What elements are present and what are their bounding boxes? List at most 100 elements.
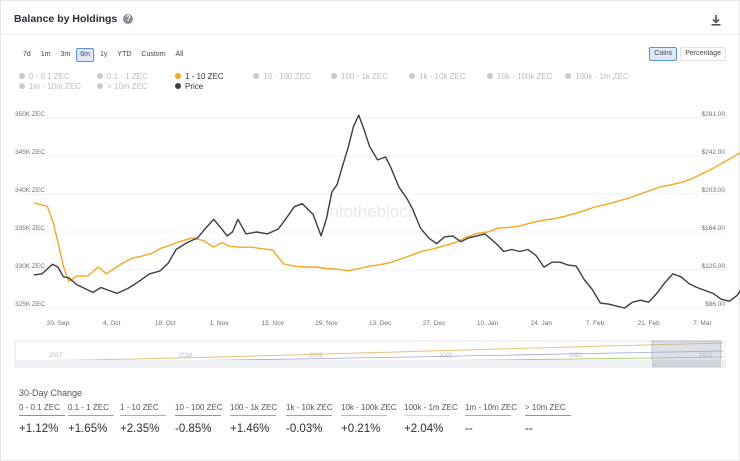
x-tick-label: 4. Oct — [103, 320, 121, 327]
navigator-year-label: 2018 — [179, 353, 193, 359]
x-tick-label: 13. Dec — [369, 320, 392, 327]
change-item-100k-1m-zec: 100k - 1m ZEC +2.04% — [404, 403, 458, 435]
mode-toggle: Coins Percentage — [649, 47, 726, 61]
change-item-100-1k-zec: 100 - 1k ZEC +1.46% — [230, 403, 277, 435]
range-button-1m[interactable]: 1m — [40, 51, 51, 58]
change-label: 10 - 100 ZEC — [175, 403, 223, 416]
range-button-3m[interactable]: 3m — [60, 51, 71, 58]
x-tick-label: 18. Oct — [155, 320, 176, 327]
change-value: +1.12% — [19, 423, 59, 435]
y-left-tick-label: 350K ZEC — [15, 111, 45, 118]
change-item-0-1-1-zec: 0.1 - 1 ZEC +1.65% — [68, 403, 114, 435]
legend-item-100k-1m-zec[interactable]: 100k - 1m ZEC — [565, 72, 629, 81]
watermark: intotheblock — [326, 202, 417, 221]
legend-item-10-100-zec[interactable]: 10 - 100 ZEC — [253, 72, 311, 81]
change-item-10m-zec: > 10m ZEC -- — [525, 403, 571, 435]
y-right-tick-label: $203.00 — [702, 187, 726, 194]
navigator-year-label: 2021 — [569, 353, 583, 359]
y-right-tick-label: $164.00 — [702, 225, 726, 232]
legend-item-0-0-1-zec[interactable]: 0 - 0.1 ZEC — [19, 72, 70, 81]
x-tick-label: 24. Jan — [531, 320, 553, 327]
legend-dot-icon — [175, 83, 181, 89]
legend-label: Price — [185, 82, 204, 91]
y-right-tick-label: $242.00 — [702, 149, 726, 156]
x-tick-label: 10. Jan — [477, 320, 499, 327]
legend-item-10m-zec[interactable]: > 10m ZEC — [97, 82, 148, 91]
page-title: Balance by Holdings? — [14, 13, 134, 25]
legend-dot-icon — [175, 73, 181, 79]
y-left-tick-label: 340K ZEC — [15, 187, 45, 194]
change-label: 0 - 0.1 ZEC — [19, 403, 65, 416]
chart-area: 325K ZEC 330K ZEC 335K ZEC 340K ZEC 345K ZEC… — [14, 111, 740, 368]
legend-dot-icon — [331, 73, 337, 79]
change-label: 100 - 1k ZEC — [230, 403, 277, 416]
range-selector: 7d 1m 3m 6m 1y YTD Custom All — [19, 48, 187, 62]
change-label: > 10m ZEC — [525, 403, 571, 416]
change-item-1m-10m-zec: 1m - 10m ZEC -- — [465, 403, 517, 435]
change-label: 100k - 1m ZEC — [404, 403, 458, 416]
range-button-all[interactable]: All — [175, 51, 184, 58]
x-tick-label: 15. Nov — [262, 320, 285, 327]
legend-label: 100 - 1k ZEC — [341, 72, 389, 81]
legend-item-1m-10m-zec[interactable]: 1m - 10m ZEC — [19, 82, 81, 91]
range-button-6m[interactable]: 6m — [76, 48, 94, 62]
legend-item-1-10-zec[interactable]: 1 - 10 ZEC — [175, 72, 224, 81]
legend-item-0-1-1-zec[interactable]: 0.1 - 1 ZEC — [97, 72, 148, 81]
legend-dot-icon — [97, 73, 103, 79]
x-tick-label: 20. Sep — [47, 320, 70, 327]
header-divider — [1, 34, 739, 35]
download-icon[interactable] — [709, 13, 723, 27]
range-button-custom[interactable]: Custom — [141, 51, 166, 58]
x-tick-label: 7. Mar — [693, 320, 712, 327]
help-icon[interactable]: ? — [123, 14, 134, 24]
legend-label: 10 - 100 ZEC — [263, 72, 311, 81]
navigator-scroll-thumb[interactable] — [652, 360, 721, 367]
y-left-tick-label: 335K ZEC — [15, 225, 45, 232]
legend-label: 10k - 100k ZEC — [497, 72, 553, 81]
change-value: -0.85% — [175, 423, 212, 435]
legend-item-10k-100k-zec[interactable]: 10k - 100k ZEC — [487, 72, 553, 81]
legend-dot-icon — [253, 73, 259, 79]
y-right-tick-label: $281.00 — [702, 111, 726, 118]
change-label: 10k - 100k ZEC — [341, 403, 397, 416]
change-value: +2.04% — [404, 423, 444, 435]
change-label: 0.1 - 1 ZEC — [68, 403, 114, 416]
change-value: -- — [465, 423, 473, 435]
change-item-1-10-zec: 1 - 10 ZEC +2.35% — [120, 403, 166, 435]
change-item-10k-100k-zec: 10k - 100k ZEC +0.21% — [341, 403, 397, 435]
legend-item-price[interactable]: Price — [175, 82, 203, 91]
range-button-7d[interactable]: 7d — [23, 51, 31, 58]
mode-button-percentage[interactable]: Percentage — [680, 47, 726, 61]
y-left-tick-label: 330K ZEC — [15, 263, 45, 270]
change-label: 1m - 10m ZEC — [465, 403, 517, 416]
navigator-scrollbar[interactable] — [15, 360, 725, 367]
navigator-year-label: 2019 — [309, 353, 323, 359]
range-button-1y[interactable]: 1y — [100, 51, 108, 58]
navigator-series-1-10-zec — [16, 342, 724, 362]
y-right-tick-label: $125.00 — [702, 263, 726, 270]
legend-dot-icon — [19, 73, 25, 79]
legend-dot-icon — [409, 73, 415, 79]
range-button-ytd[interactable]: YTD — [117, 51, 132, 58]
change-title: 30-Day Change — [19, 388, 83, 398]
change-value: +0.21% — [341, 423, 381, 435]
x-tick-label: 27. Dec — [423, 320, 446, 327]
y-left-tick-label: 345K ZEC — [15, 149, 45, 156]
x-tick-label: 7. Feb — [586, 320, 605, 327]
legend-dot-icon — [97, 83, 103, 89]
legend-item-1k-10k-zec[interactable]: 1k - 10k ZEC — [409, 72, 466, 81]
change-item-10-100-zec: 10 - 100 ZEC -0.85% — [175, 403, 223, 435]
change-value: -- — [525, 423, 533, 435]
navigator-year-label: 2022 — [699, 353, 713, 359]
legend-label: 0 - 0.1 ZEC — [29, 72, 70, 81]
legend-label: 1k - 10k ZEC — [419, 72, 466, 81]
change-label: 1 - 10 ZEC — [120, 403, 166, 416]
legend-item-100-1k-zec[interactable]: 100 - 1k ZEC — [331, 72, 388, 81]
series-line-1-10-zec — [33, 152, 740, 283]
mode-button-coins[interactable]: Coins — [649, 47, 678, 61]
change-value: +2.35% — [120, 423, 160, 435]
x-tick-label: 1. Nov — [210, 320, 230, 327]
change-value: +1.46% — [230, 423, 270, 435]
legend-label: > 10m ZEC — [107, 82, 148, 91]
